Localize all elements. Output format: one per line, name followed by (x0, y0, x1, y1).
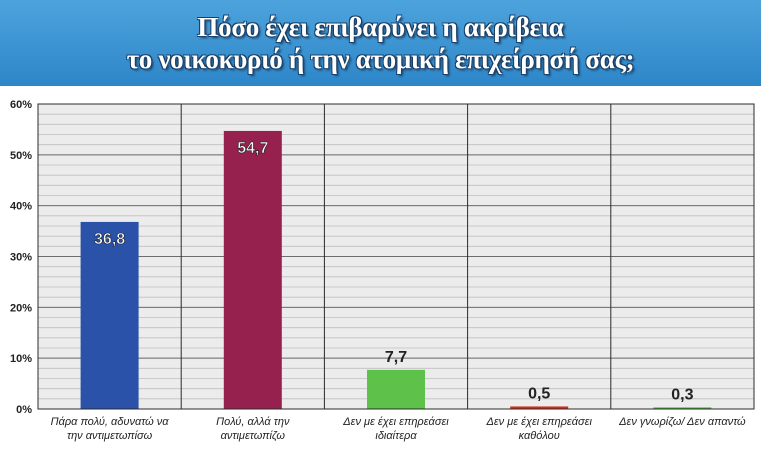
y-tick-label: 20% (10, 302, 32, 314)
category-label: Πάρα πολύ, αδυνατώ να (51, 416, 170, 428)
data-label: 36,8 (94, 231, 125, 248)
bar (510, 406, 569, 409)
y-tick-label: 60% (10, 99, 32, 111)
bar (367, 369, 425, 409)
y-tick-label: 0% (16, 404, 32, 416)
data-label: 0,5 (528, 385, 550, 402)
chart-title-line-1: Πόσο έχει επιβαρύνει η ακρίβεια (197, 12, 564, 42)
category-label: Δεν με έχει επηρεάσει (342, 416, 449, 428)
bar-chart: 0% 10% 20% 30% 40% 50% 60% 36,8 Πάρα πολύ, αδυνα… (10, 99, 755, 442)
category-label: ιδιαίτερα (375, 430, 417, 442)
category-label: Δεν γνωρίζω/ Δεν απαντώ (618, 416, 746, 428)
data-label: 7,7 (385, 349, 407, 366)
category-label: την αντιμετωπίσω (67, 430, 153, 442)
bar (223, 130, 282, 410)
bar (80, 221, 139, 409)
data-label: 0,3 (671, 386, 693, 403)
y-tick-label: 50% (10, 150, 32, 162)
title-banner: Πόσο έχει επιβαρύνει η ακρίβεια το νοικο… (0, 0, 761, 86)
category-label: Δεν με έχει επηρεάσει (485, 416, 592, 428)
plot-border (37, 103, 755, 410)
y-tick-label: 40% (10, 201, 32, 213)
category-label: αντιμετωπίζω (221, 430, 286, 442)
chart-title-line-2: το νοικοκυριό ή την ατομική επιχείρησή σ… (126, 44, 635, 74)
category-label: καθόλου (519, 430, 560, 442)
y-tick-label: 30% (10, 252, 32, 264)
y-tick-label: 10% (10, 353, 32, 365)
category-label: Πολύ, αλλά την (216, 416, 290, 428)
bar (653, 407, 712, 409)
data-label: 54,7 (237, 140, 268, 157)
